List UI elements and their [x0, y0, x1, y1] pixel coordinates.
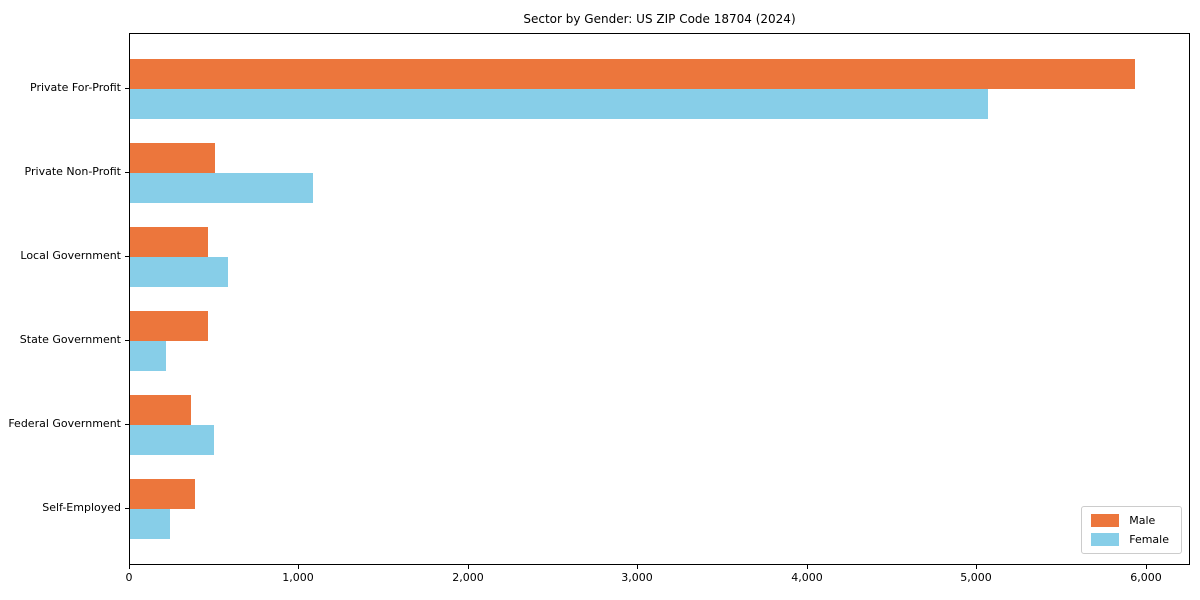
y-tick-label-local-government: Local Government [20, 249, 121, 262]
x-tick-label-5000: 5,000 [960, 571, 992, 584]
female-swatch-icon [1091, 533, 1120, 546]
chart-title: Sector by Gender: US ZIP Code 18704 (202… [523, 12, 796, 26]
x-tick-label-6000: 6,000 [1130, 571, 1162, 584]
female-bar-self-employed [130, 509, 170, 539]
x-tick-label-3000: 3,000 [621, 571, 653, 584]
y-tick-mark [125, 508, 129, 509]
y-tick-mark [125, 424, 129, 425]
male-swatch-icon [1091, 514, 1120, 527]
male-bar-state-government [130, 311, 208, 341]
legend: Male Female [1081, 506, 1182, 554]
y-tick-label-state-government: State Government [19, 333, 121, 346]
y-tick-label-self-employed: Self-Employed [42, 501, 121, 514]
x-tick-label-2000: 2,000 [452, 571, 484, 584]
plot-area: Male Female [129, 33, 1190, 565]
legend-item-male: Male [1091, 514, 1169, 527]
x-tick-mark [468, 565, 469, 569]
male-bar-private-non-profit [130, 143, 215, 173]
x-tick-mark [129, 565, 130, 569]
female-bar-private-non-profit [130, 173, 313, 203]
x-tick-label-0: 0 [125, 571, 133, 584]
x-tick-mark [976, 565, 977, 569]
x-tick-label-1000: 1,000 [282, 571, 314, 584]
x-tick-mark [1146, 565, 1147, 569]
female-bar-state-government [130, 341, 166, 371]
x-tick-label-4000: 4,000 [791, 571, 823, 584]
male-bar-private-for-profit [130, 59, 1135, 89]
y-tick-mark [125, 88, 129, 89]
legend-label-female: Female [1129, 533, 1169, 546]
male-bar-self-employed [130, 479, 195, 509]
x-tick-mark [637, 565, 638, 569]
male-bar-federal-government [130, 395, 191, 425]
y-tick-label-private-for-profit: Private For-Profit [30, 81, 121, 94]
y-tick-mark [125, 340, 129, 341]
y-tick-label-federal-government: Federal Government [8, 417, 121, 430]
x-tick-mark [807, 565, 808, 569]
legend-label-male: Male [1129, 514, 1156, 527]
y-tick-mark [125, 256, 129, 257]
legend-item-female: Female [1091, 533, 1169, 546]
female-bar-local-government [130, 257, 228, 287]
female-bar-private-for-profit [130, 89, 988, 119]
female-bar-federal-government [130, 425, 214, 455]
x-tick-mark [298, 565, 299, 569]
y-tick-label-private-non-profit: Private Non-Profit [24, 165, 121, 178]
y-tick-mark [125, 172, 129, 173]
male-bar-local-government [130, 227, 208, 257]
